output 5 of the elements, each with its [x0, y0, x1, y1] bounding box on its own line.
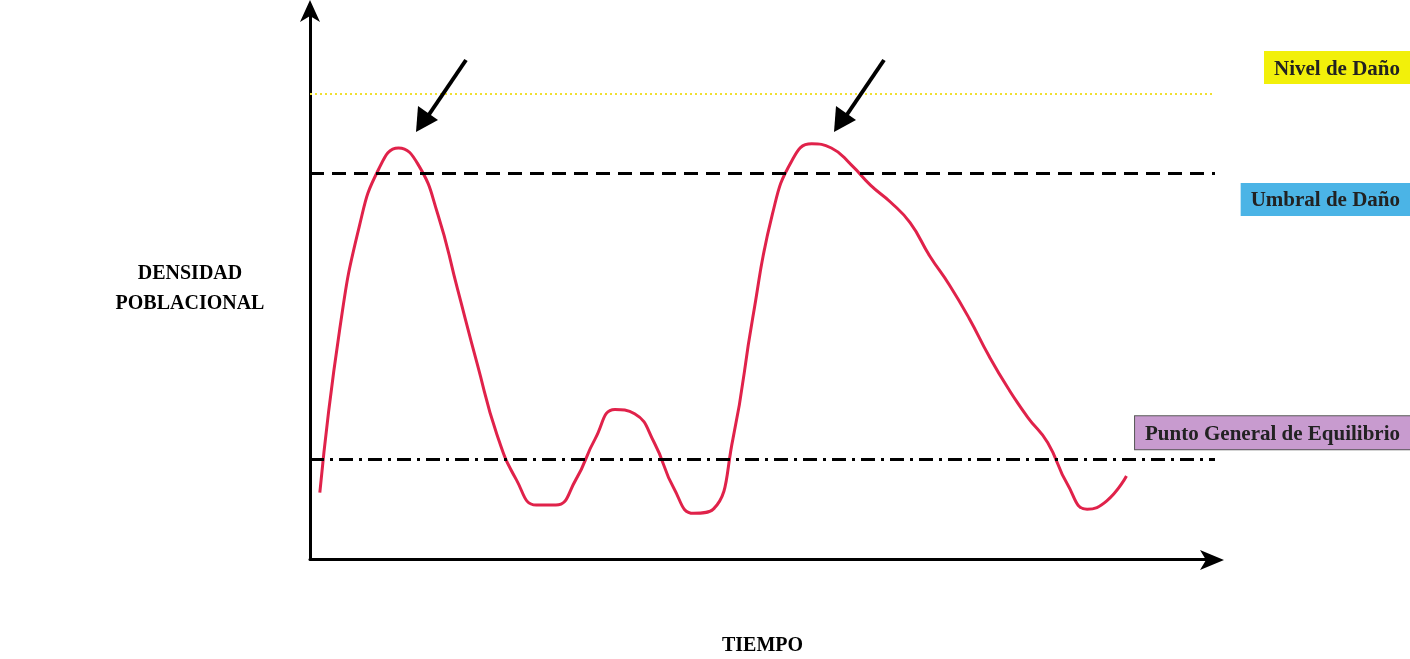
- y-axis-title: DENSIDAD POBLACIONAL: [115, 261, 265, 313]
- x-axis-title: TIEMPO: [721, 633, 804, 655]
- ref-line-label: Punto General de Equilibrio: [1145, 420, 1400, 445]
- ref-line-label: Umbral de Daño: [1250, 187, 1400, 212]
- ref-line-label: Nivel de Daño: [1274, 55, 1400, 80]
